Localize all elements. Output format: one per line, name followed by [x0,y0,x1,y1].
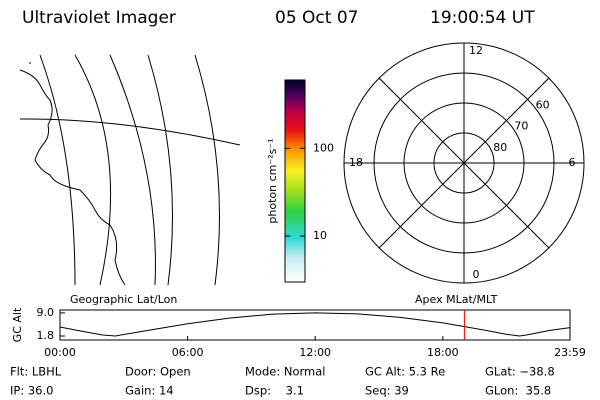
x-tick-label: 00:00 [44,346,76,359]
status-field: Mode: Normal [245,365,325,379]
alt-frame [59,309,571,341]
status-field: GLat: −38.8 [485,365,555,379]
alt-line [59,312,571,337]
date: 05 Oct 07 [275,8,358,28]
mlt-label: 6 [569,156,576,169]
status-field: Seq: 39 [365,384,409,398]
status-field: Dsp: 3.1 [245,384,304,398]
colorbar [284,79,306,283]
colorbar-label: photon cm⁻²s⁻¹ [266,138,279,223]
time: 19:00:54 UT [430,8,535,28]
colorbar-tick-label: 10 [313,229,327,242]
status-field: Gain: 14 [125,384,174,398]
chart-title: Geographic Lat/Lon [70,293,177,306]
lat-label: 80 [493,141,507,154]
mlt-label: 12 [469,44,483,57]
polar-plot [344,43,584,283]
polar-ring [343,42,585,284]
chart-subtitle: Apex MLat/MLT [415,293,498,306]
lat-label: 70 [514,120,528,133]
y-label: GC Alt [11,307,24,342]
status-field: Door: Open [125,365,191,379]
status-field: GC Alt: 5.3 Re [365,365,445,379]
status-field: IP: 36.0 [10,384,53,398]
x-tick-label: 12:00 [299,346,331,359]
status-field: Flt: LBHL [10,365,62,379]
x-tick-label: 18:00 [427,346,459,359]
lat-label: 60 [536,98,550,111]
title: Ultraviolet Imager [22,8,176,28]
polar-ring [373,72,555,254]
polar-ring [433,132,495,194]
polar-ring [403,102,525,224]
x-tick-label: 06:00 [172,346,204,359]
map [19,54,241,286]
colorbar-tick-label: 100 [313,141,334,154]
y-tick-label: 1.8 [37,329,55,342]
status-field: GLon: 35.8 [485,384,551,398]
mlt-label: 0 [473,268,480,281]
y-tick-label: 9.0 [37,306,55,319]
x-tick-label: 23:59 [554,346,586,359]
mlt-label: 18 [349,156,363,169]
